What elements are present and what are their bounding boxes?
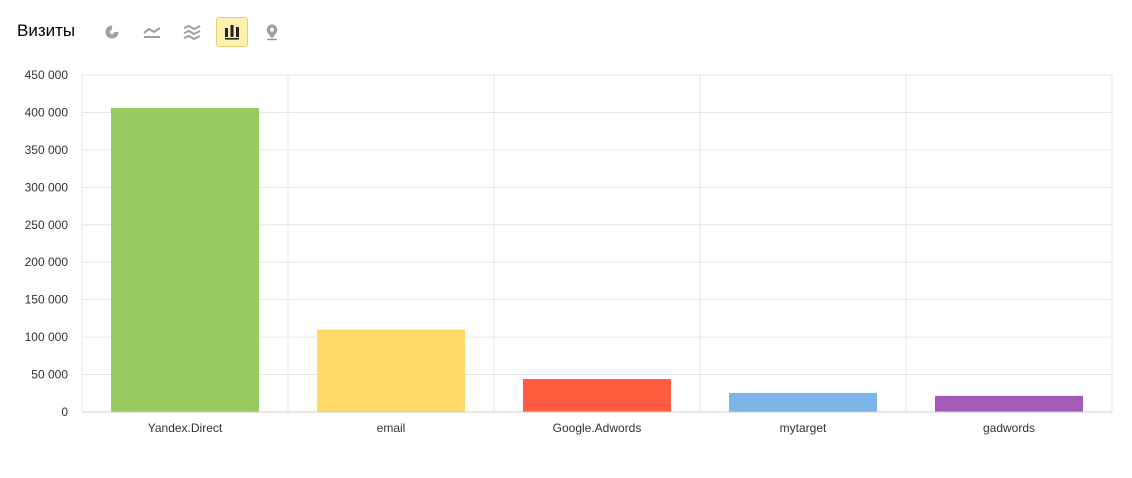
area-chart-view-button[interactable] — [176, 17, 208, 47]
map-view-button[interactable] — [256, 17, 288, 47]
y-tick-label: 450 000 — [25, 68, 69, 82]
x-tick-label: gadwords — [983, 421, 1035, 435]
y-tick-label: 400 000 — [25, 105, 69, 119]
y-tick-label: 50 000 — [31, 368, 68, 382]
bar-chart-view-button[interactable] — [216, 17, 248, 47]
map-pin-icon — [266, 24, 278, 41]
pie-chart-view-button[interactable] — [96, 17, 128, 47]
y-tick-label: 0 — [61, 405, 68, 419]
line-chart-view-button[interactable] — [136, 17, 168, 47]
bar-chart: 0 50 000 100 000 150 000 200 000 250 000 300 0… — [25, 68, 1113, 435]
x-tick-label: Google.Adwords — [553, 421, 642, 435]
bar — [935, 395, 1083, 412]
y-tick-label: 350 000 — [25, 143, 69, 157]
y-tick-label: 200 000 — [25, 255, 69, 269]
bar-chart-icon — [225, 25, 239, 40]
chart-title: Визиты — [17, 21, 76, 40]
x-tick-label: mytarget — [780, 421, 827, 435]
bar — [523, 379, 671, 412]
area-chart-icon — [183, 24, 201, 41]
y-tick-label: 150 000 — [25, 293, 69, 307]
x-tick-label: Yandex.Direct — [148, 421, 223, 435]
y-tick-label: 100 000 — [25, 330, 69, 344]
chart-header: Визиты — [0, 0, 1132, 64]
line-chart-icon — [143, 27, 161, 38]
y-tick-label: 300 000 — [25, 180, 69, 194]
x-tick-label: email — [377, 421, 406, 435]
bar — [729, 392, 877, 412]
bar — [317, 329, 465, 412]
y-tick-label: 250 000 — [25, 218, 69, 232]
pie-chart-icon — [105, 25, 119, 39]
chart-area: 0 50 000 100 000 150 000 200 000 250 000 300 0… — [0, 60, 1132, 460]
bar — [111, 107, 259, 412]
